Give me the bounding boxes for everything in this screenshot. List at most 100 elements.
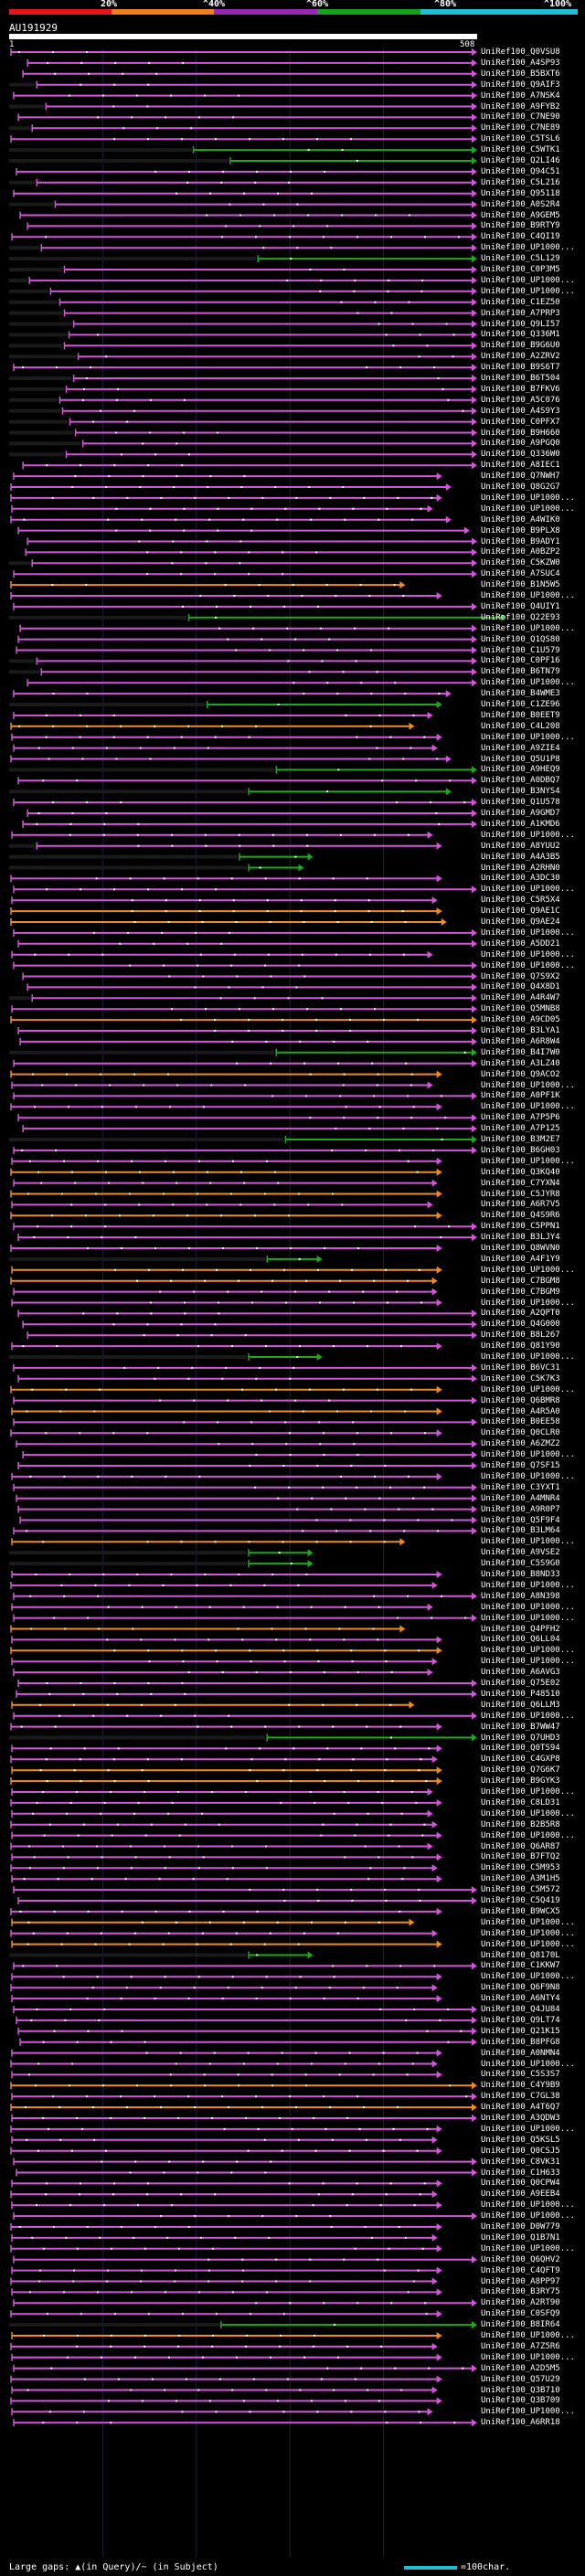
- hit-label[interactable]: UniRef100_UP1000...: [481, 949, 575, 959]
- hit-row[interactable]: [17, 777, 477, 785]
- hit-label[interactable]: UniRef100_C5TSL6: [481, 134, 560, 144]
- hit-label[interactable]: UniRef100_Q3B710: [481, 2385, 560, 2395]
- hit-label[interactable]: UniRef100_B9H660: [481, 428, 560, 438]
- hit-row[interactable]: [11, 1266, 442, 1274]
- hit-label[interactable]: UniRef100_C8LD31: [481, 1797, 560, 1807]
- hit-row[interactable]: [10, 1168, 442, 1176]
- hit-label[interactable]: UniRef100_UP1000...: [481, 1602, 575, 1612]
- hit-row[interactable]: [9, 407, 477, 415]
- hit-label[interactable]: UniRef100_Q9AE1C: [481, 906, 560, 917]
- hit-row[interactable]: [11, 1157, 442, 1165]
- hit-row[interactable]: [11, 2093, 477, 2101]
- hit-label[interactable]: UniRef100_C1KKW7: [481, 1961, 560, 1971]
- hit-row[interactable]: [9, 788, 452, 796]
- hit-row[interactable]: [25, 548, 477, 557]
- hit-row[interactable]: [27, 222, 477, 230]
- hit-row[interactable]: [27, 537, 477, 546]
- hit-label[interactable]: UniRef100_UP1000...: [481, 1928, 575, 1938]
- hit-row[interactable]: [9, 1048, 477, 1056]
- hit-row[interactable]: [27, 1331, 477, 1340]
- hit-label[interactable]: UniRef100_Q0CSJ5: [481, 2146, 560, 2156]
- hit-label[interactable]: UniRef100_A4A3B5: [481, 852, 560, 862]
- hit-label[interactable]: UniRef100_B9ADY1: [481, 536, 560, 546]
- hit-row[interactable]: [19, 2038, 477, 2046]
- hit-row[interactable]: [10, 1723, 442, 1731]
- hit-label[interactable]: UniRef100_UP1000...: [481, 493, 575, 503]
- hit-row[interactable]: [9, 842, 442, 850]
- hit-label[interactable]: UniRef100_Q75E02: [481, 1679, 560, 1688]
- hit-label[interactable]: UniRef100_Q1QS80: [481, 634, 560, 644]
- hit-row[interactable]: [11, 896, 438, 905]
- hit-row[interactable]: [13, 1288, 438, 1296]
- hit-row[interactable]: [10, 2342, 438, 2350]
- hit-row[interactable]: [9, 668, 477, 676]
- hit-label[interactable]: UniRef100_A3QDW3: [481, 2114, 560, 2123]
- hit-row[interactable]: [11, 1918, 415, 1926]
- hit-label[interactable]: UniRef100_UP1000...: [481, 678, 575, 688]
- hit-row[interactable]: [9, 994, 477, 1002]
- hit-row[interactable]: [9, 342, 477, 350]
- hit-row[interactable]: [10, 1798, 442, 1807]
- hit-row[interactable]: [9, 200, 477, 208]
- hit-label[interactable]: UniRef100_C5K7K3: [481, 1373, 560, 1383]
- hit-label[interactable]: UniRef100_A2QPT0: [481, 1309, 560, 1319]
- hit-label[interactable]: UniRef100_UP1000...: [481, 1156, 575, 1166]
- hit-label[interactable]: UniRef100_B5BXT6: [481, 69, 560, 79]
- hit-row[interactable]: [11, 733, 442, 741]
- hit-row[interactable]: [17, 2027, 477, 2035]
- hit-row[interactable]: [17, 526, 470, 535]
- hit-row[interactable]: [22, 972, 477, 981]
- hit-row[interactable]: [11, 1766, 442, 1775]
- hit-label[interactable]: UniRef100_B3NYS4: [481, 787, 560, 797]
- hit-label[interactable]: UniRef100_A3LZ40: [481, 1058, 560, 1068]
- hit-label[interactable]: UniRef100_A4R4W7: [481, 993, 560, 1003]
- hit-label[interactable]: UniRef100_Q4S9R6: [481, 1211, 560, 1221]
- hit-row[interactable]: [9, 309, 477, 317]
- hit-label[interactable]: UniRef100_UP1000...: [481, 2124, 575, 2134]
- hit-row[interactable]: [10, 515, 452, 524]
- hit-label[interactable]: UniRef100_A6AVG3: [481, 1668, 560, 1678]
- hit-label[interactable]: UniRef100_D0W779: [481, 2222, 560, 2231]
- hit-label[interactable]: UniRef100_B3RY75: [481, 2287, 560, 2297]
- hit-row[interactable]: [27, 810, 477, 817]
- hit-label[interactable]: UniRef100_Q9LT74: [481, 2015, 560, 2025]
- hit-row[interactable]: [13, 570, 477, 578]
- hit-label[interactable]: UniRef100_C5S3S7: [481, 2070, 560, 2080]
- hit-label[interactable]: UniRef100_A7P5P6: [481, 1113, 560, 1123]
- hit-row[interactable]: [11, 1603, 433, 1611]
- hit-label[interactable]: UniRef100_A0PF1K: [481, 1091, 560, 1101]
- hit-row[interactable]: [13, 189, 477, 197]
- hit-label[interactable]: UniRef100_Q7G6K7: [481, 1765, 560, 1776]
- hit-label[interactable]: UniRef100_Q9AE24: [481, 917, 560, 927]
- hit-row[interactable]: [10, 581, 406, 589]
- hit-label[interactable]: UniRef100_B9GYK3: [481, 1776, 560, 1786]
- hit-row[interactable]: [17, 939, 477, 948]
- hit-row[interactable]: [17, 1897, 477, 1904]
- hit-row[interactable]: [13, 1483, 477, 1491]
- hit-row[interactable]: [10, 2104, 477, 2112]
- hit-row[interactable]: [13, 1669, 433, 1677]
- hit-row[interactable]: [11, 1995, 442, 2003]
- hit-label[interactable]: UniRef100_UP1000...: [481, 1298, 575, 1308]
- hit-row[interactable]: [16, 646, 477, 654]
- hit-label[interactable]: UniRef100_Q6F9N8: [481, 1983, 560, 1993]
- hit-label[interactable]: UniRef100_C3YXT1: [481, 1482, 560, 1492]
- hit-row[interactable]: [9, 353, 477, 361]
- hit-label[interactable]: UniRef100_Q57U29: [481, 2374, 560, 2384]
- hit-label[interactable]: UniRef100_A7PRP3: [481, 308, 560, 318]
- hit-row[interactable]: [17, 1505, 477, 1513]
- hit-label[interactable]: UniRef100_A2RHN0: [481, 863, 560, 873]
- hit-row[interactable]: [13, 2157, 477, 2166]
- hit-row[interactable]: [13, 2006, 477, 2013]
- hit-label[interactable]: UniRef100_UP1000...: [481, 2407, 575, 2417]
- hit-row[interactable]: [9, 429, 477, 437]
- hit-label[interactable]: UniRef100_B6VC31: [481, 1362, 560, 1373]
- hit-label[interactable]: UniRef100_Q8170L: [481, 1950, 560, 1960]
- hit-row[interactable]: [10, 2125, 442, 2133]
- hit-row[interactable]: [11, 1472, 442, 1480]
- hit-row[interactable]: [10, 2060, 438, 2068]
- hit-label[interactable]: UniRef100_Q7UHD3: [481, 1733, 560, 1743]
- hit-label[interactable]: UniRef100_UP1000...: [481, 960, 575, 970]
- hit-row[interactable]: [10, 1245, 442, 1252]
- hit-label[interactable]: UniRef100_Q7S9X2: [481, 971, 560, 981]
